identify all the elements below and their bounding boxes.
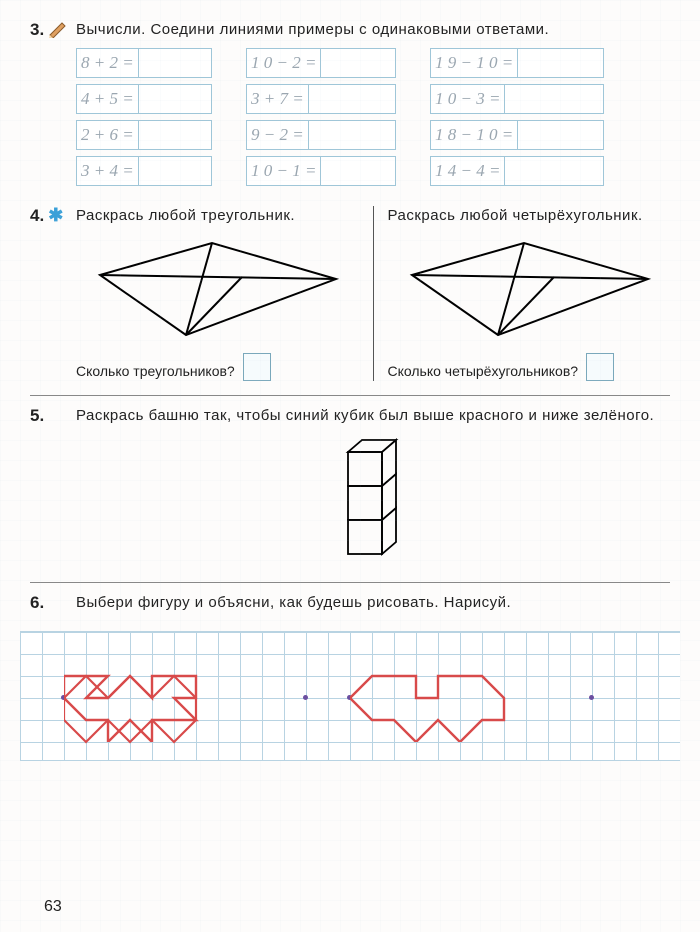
eq-text: 1 9 − 1 0 = xyxy=(435,53,513,73)
page-number: 63 xyxy=(44,898,62,916)
quad-shape[interactable] xyxy=(404,235,654,345)
instruction: Вычисли. Соедини линиями примеры с одина… xyxy=(76,20,670,40)
triangle-shape[interactable] xyxy=(92,235,342,345)
equation-box[interactable]: 2 + 6 = xyxy=(76,120,212,150)
answer-box[interactable] xyxy=(243,353,271,381)
eq-text: 2 + 6 = xyxy=(81,125,134,145)
num-label: 5. xyxy=(30,406,44,426)
eq-col-2: 1 0 − 2 = 3 + 7 = 9 − 2 = 1 0 − 1 = xyxy=(246,48,396,186)
eq-text: 4 + 5 = xyxy=(81,89,134,109)
grid-dot xyxy=(303,695,308,700)
task-number: 5. xyxy=(30,406,76,568)
equation-box[interactable]: 9 − 2 = xyxy=(246,120,396,150)
eq-text: 1 4 − 4 = xyxy=(435,161,500,181)
separator xyxy=(30,582,670,583)
eq-text: 1 0 − 3 = xyxy=(435,89,500,109)
equation-box[interactable]: 1 4 − 4 = xyxy=(430,156,604,186)
equation-box[interactable]: 3 + 4 = xyxy=(76,156,212,186)
equation-box[interactable]: 1 0 − 3 = xyxy=(430,84,604,114)
count-label: Сколько треугольников? xyxy=(76,363,235,381)
eq-col-3: 1 9 − 1 0 = 1 0 − 3 = 1 8 − 1 0 = 1 4 − … xyxy=(430,48,604,186)
equations-grid: 8 + 2 = 4 + 5 = 2 + 6 = 3 + 4 = 1 0 − 2 … xyxy=(76,48,670,186)
answer-box[interactable] xyxy=(586,353,614,381)
grid-dot xyxy=(589,695,594,700)
task-body: Вычисли. Соедини линиями примеры с одина… xyxy=(76,20,670,192)
instruction: Выбери фигуру и объясни, как будешь рисо… xyxy=(76,593,670,613)
eq-text: 1 0 − 2 = xyxy=(251,53,316,73)
red-figure-1 xyxy=(64,654,218,742)
equation-box[interactable]: 1 0 − 1 = xyxy=(246,156,396,186)
num-label: 6. xyxy=(30,593,44,613)
separator xyxy=(30,395,670,396)
equation-box[interactable]: 1 9 − 1 0 = xyxy=(430,48,604,78)
eq-text: 3 + 4 = xyxy=(81,161,134,181)
task-5: 5. Раскрась башню так, чтобы синий кубик… xyxy=(30,406,670,568)
equation-box[interactable]: 4 + 5 = xyxy=(76,84,212,114)
task-4: 4. ✱ Раскрась любой треугольник. Сколько… xyxy=(30,206,670,380)
star-icon: ✱ xyxy=(48,206,63,224)
red-figure-2 xyxy=(350,654,526,742)
equation-box[interactable]: 1 0 − 2 = xyxy=(246,48,396,78)
equation-box[interactable]: 8 + 2 = xyxy=(76,48,212,78)
task-body: Раскрась башню так, чтобы синий кубик бы… xyxy=(76,406,670,568)
right-column: Раскрась любой четырёхугольник. Сколько … xyxy=(373,206,671,380)
equation-box[interactable]: 1 8 − 1 0 = xyxy=(430,120,604,150)
eq-text: 1 0 − 1 = xyxy=(251,161,316,181)
task-3: 3. Вычисли. Соедини линиями примеры с од… xyxy=(30,20,670,192)
left-title: Раскрась любой треугольник. xyxy=(76,206,359,226)
tower[interactable] xyxy=(76,434,670,568)
task-number: 4. ✱ xyxy=(30,206,76,380)
task-number: 6. xyxy=(30,593,76,621)
num-label: 3. xyxy=(30,20,44,40)
equation-box[interactable]: 3 + 7 = xyxy=(246,84,396,114)
right-title: Раскрась любой четырёхугольник. xyxy=(388,206,671,226)
task-number: 3. xyxy=(30,20,76,192)
count-label: Сколько четырёхугольников? xyxy=(388,363,579,381)
eq-text: 3 + 7 = xyxy=(251,89,304,109)
task-6: 6. Выбери фигуру и объясни, как будешь р… xyxy=(30,593,670,621)
left-column: Раскрась любой треугольник. Сколько треу… xyxy=(76,206,373,380)
task-body: Выбери фигуру и объясни, как будешь рисо… xyxy=(76,593,670,621)
two-columns: Раскрась любой треугольник. Сколько треу… xyxy=(76,206,670,380)
pencil-icon xyxy=(48,20,70,43)
count-row: Сколько треугольников? xyxy=(76,353,359,381)
task-body: Раскрась любой треугольник. Сколько треу… xyxy=(76,206,670,380)
eq-col-1: 8 + 2 = 4 + 5 = 2 + 6 = 3 + 4 = xyxy=(76,48,212,186)
eq-text: 9 − 2 = xyxy=(251,125,304,145)
num-label: 4. xyxy=(30,206,44,226)
count-row: Сколько четырёхугольников? xyxy=(388,353,671,381)
eq-text: 8 + 2 = xyxy=(81,53,134,73)
drawing-grid[interactable] xyxy=(20,631,680,761)
eq-text: 1 8 − 1 0 = xyxy=(435,125,513,145)
instruction: Раскрась башню так, чтобы синий кубик бы… xyxy=(76,406,670,426)
